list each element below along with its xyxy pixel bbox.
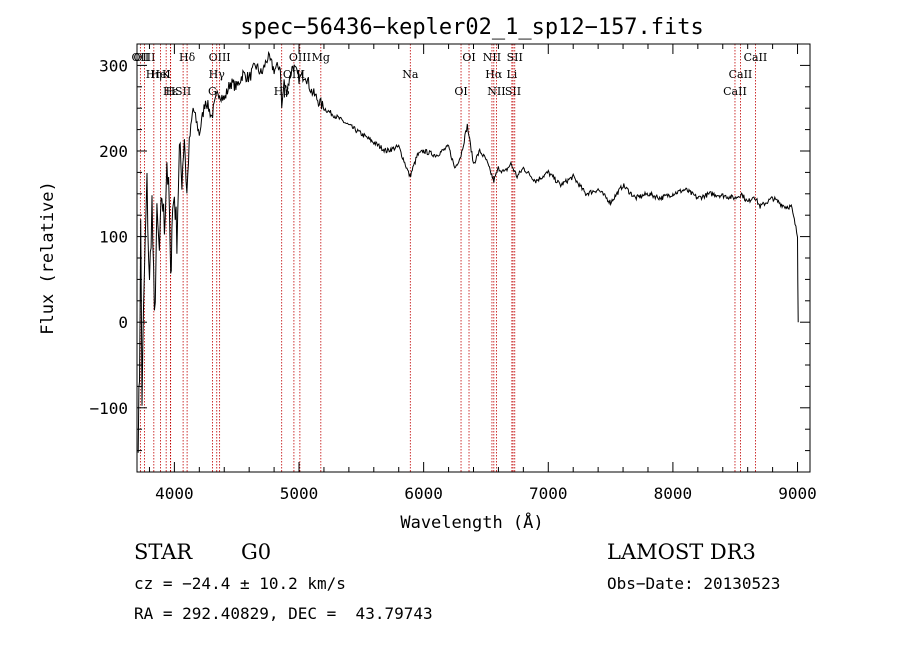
line-label: CaII [729, 68, 753, 81]
spectrum-chart: spec−56436−kepler02_1_sp12−157.fits HδKH… [38, 15, 817, 533]
coordinates: RA = 292.40829, DEC = 43.79743 [134, 604, 433, 623]
y-tick-label-200: 200 [99, 142, 128, 161]
line-label: SII [175, 85, 191, 98]
series-spectrum [137, 50, 799, 453]
line-label: Mg [312, 51, 330, 64]
x-axis-label: Wavelength (Å) [400, 511, 543, 533]
survey-name: LAMOST DR3 [607, 540, 756, 564]
line-label: OIII [209, 51, 231, 64]
line-label: Hδ [179, 51, 196, 64]
plot-frame [136, 43, 811, 473]
x-tick-label-7000: 7000 [529, 484, 568, 503]
chart-title: spec−56436−kepler02_1_sp12−157.fits [240, 15, 704, 40]
line-label: HeI [150, 68, 170, 81]
axes-layer: 4000 5000 6000 7000 8000 9000 −100 0 100 200 300 [89, 44, 817, 503]
line-label: K [162, 68, 171, 81]
y-tick-label--100: −100 [89, 399, 128, 418]
line-label: OIII [133, 51, 155, 64]
line-label: H [166, 85, 176, 98]
y-tick-label-300: 300 [99, 56, 128, 75]
line-label: Hε [163, 85, 179, 98]
line-label: NII [487, 85, 505, 98]
line-label: Na [402, 68, 419, 81]
x-tick-label-8000: 8000 [654, 484, 693, 503]
x-tick-label-4000: 4000 [155, 484, 194, 503]
line-label: G [208, 85, 217, 98]
emission-line-markers: HδKHεOIIHeISIIOIIIHηHOIIIHγGOIIIOIIIHβMg… [132, 44, 768, 472]
line-label: Hη [146, 68, 162, 81]
y-tick-label-100: 100 [99, 228, 128, 247]
redshift-readout: cz = −24.4 ± 10.2 km/s [134, 574, 346, 593]
line-label: Li [506, 68, 517, 81]
line-label: SII [507, 51, 523, 64]
line-label: SII [505, 85, 521, 98]
x-tick-label-5000: 5000 [280, 484, 319, 503]
line-label: NII [483, 51, 501, 64]
spectral-subclass: G0 [241, 540, 272, 564]
y-axis-label: Flux (relative) [38, 181, 58, 335]
object-type: STAR [134, 540, 193, 564]
line-label: CaII [723, 85, 747, 98]
line-label: OIII [289, 51, 311, 64]
line-label: Hγ [209, 68, 226, 81]
line-label: OI [462, 51, 475, 64]
x-tick-label-9000: 9000 [778, 484, 817, 503]
x-tick-label-6000: 6000 [404, 484, 443, 503]
series-layer [137, 50, 799, 453]
y-tick-label-0: 0 [118, 313, 128, 332]
obs-date: Obs−Date: 20130523 [607, 574, 781, 593]
line-label: OI [454, 85, 467, 98]
line-label: Hα [485, 68, 503, 81]
line-label: CaII [744, 51, 768, 64]
